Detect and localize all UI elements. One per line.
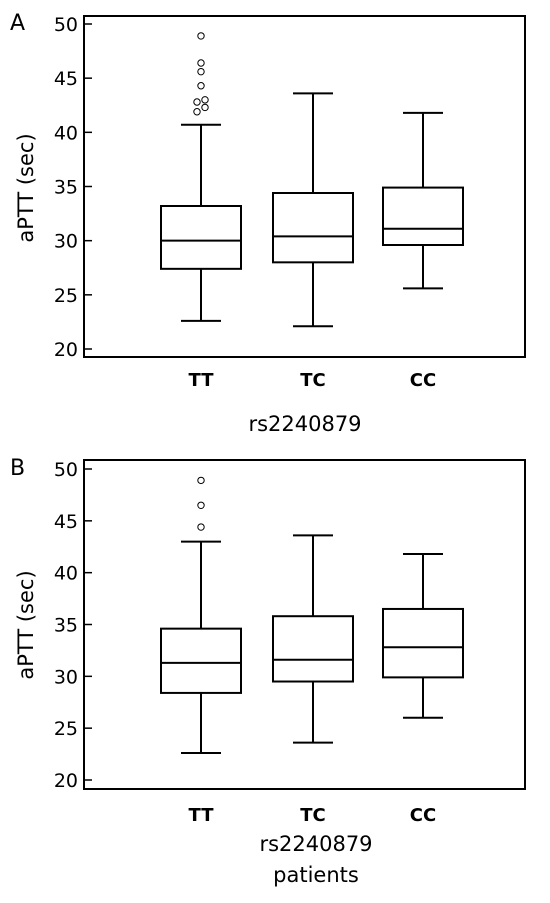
panel-b-x-tick-label-cc: CC [410, 805, 436, 826]
iqr-box [382, 607, 464, 679]
panel-a-x-axis-label: rs2240879 [248, 412, 361, 436]
panel-b-box-cc [382, 553, 464, 719]
panel-b-y-tick-label-20: 20 [54, 770, 78, 792]
panel-a-y-tick-label-25: 25 [54, 285, 78, 307]
panel-b-box-tt [160, 476, 242, 755]
panel-a-x-tick-label-tt: TT [189, 370, 215, 391]
panel-a: A aPTT (sec) rs2240879 20 25 30 35 40 45 50 TT… [10, 11, 526, 436]
panel-a-box-tt [160, 32, 242, 322]
panel-a-y-tick-label-40: 40 [54, 122, 78, 144]
panel-b-y-axis-label: aPTT (sec) [14, 570, 38, 679]
panel-b-y-tick-label-30: 30 [54, 666, 78, 688]
panel-b-x-tick-label-tt: TT [189, 805, 215, 826]
outlier-point [193, 98, 201, 106]
outlier-point [197, 523, 205, 531]
panel-b-y-tick-label-50: 50 [54, 459, 78, 481]
panel-b: B aPTT (sec) rs2240879 patients 20 25 30 35… [10, 456, 526, 887]
outlier-point [197, 82, 205, 90]
iqr-box [382, 186, 464, 246]
panel-a-box-tc [272, 92, 354, 328]
panel-b-y-tick-label-35: 35 [54, 615, 78, 637]
panel-a-boxes [160, 32, 464, 328]
panel-a-x-ticks: TT TC CC [189, 370, 437, 391]
panel-b-box-tc [272, 534, 354, 744]
panel-a-box-cc [382, 111, 464, 290]
outlier-point [197, 32, 205, 40]
outlier-point [197, 501, 205, 509]
panel-b-y-tick-label-40: 40 [54, 563, 78, 585]
outlier-point [197, 59, 205, 67]
panel-a-plot-frame [83, 15, 526, 358]
panel-a-y-tick-label-35: 35 [54, 177, 78, 199]
iqr-box [160, 205, 242, 270]
panel-a-label: A [10, 11, 25, 36]
panel-a-x-tick-label-cc: CC [410, 370, 436, 391]
panel-a-y-tick-label-50: 50 [54, 14, 78, 36]
panel-a-y-tick-label-20: 20 [54, 339, 78, 361]
panel-a-y-tick-label-30: 30 [54, 231, 78, 253]
panel-b-y-tick-label-45: 45 [54, 511, 78, 533]
outlier-point [201, 96, 209, 104]
panel-b-plot-frame [83, 459, 526, 790]
panel-a-x-tick-label-tc: TC [300, 370, 326, 391]
outlier-point [197, 67, 205, 76]
panel-b-x-tick-label-tc: TC [300, 805, 326, 826]
outlier-point [201, 103, 209, 112]
outlier-point [193, 108, 201, 116]
panel-b-x-ticks: TT TC CC [189, 805, 437, 826]
panel-b-x-axis-sublabel: patients [273, 863, 359, 887]
panel-b-label: B [10, 456, 25, 481]
panel-a-y-ticks: 20 25 30 35 40 45 50 [54, 14, 92, 361]
panel-a-y-axis-label: aPTT (sec) [14, 133, 38, 242]
panel-b-boxes [160, 476, 464, 755]
iqr-box [160, 627, 242, 694]
panel-b-y-ticks: 20 25 30 35 40 45 50 [54, 459, 92, 792]
panel-b-y-tick-label-25: 25 [54, 718, 78, 740]
panel-a-y-tick-label-45: 45 [54, 68, 78, 90]
iqr-box [272, 615, 354, 683]
panel-b-x-axis-label: rs2240879 [259, 832, 372, 856]
outlier-point [197, 476, 205, 485]
iqr-box [272, 192, 354, 264]
